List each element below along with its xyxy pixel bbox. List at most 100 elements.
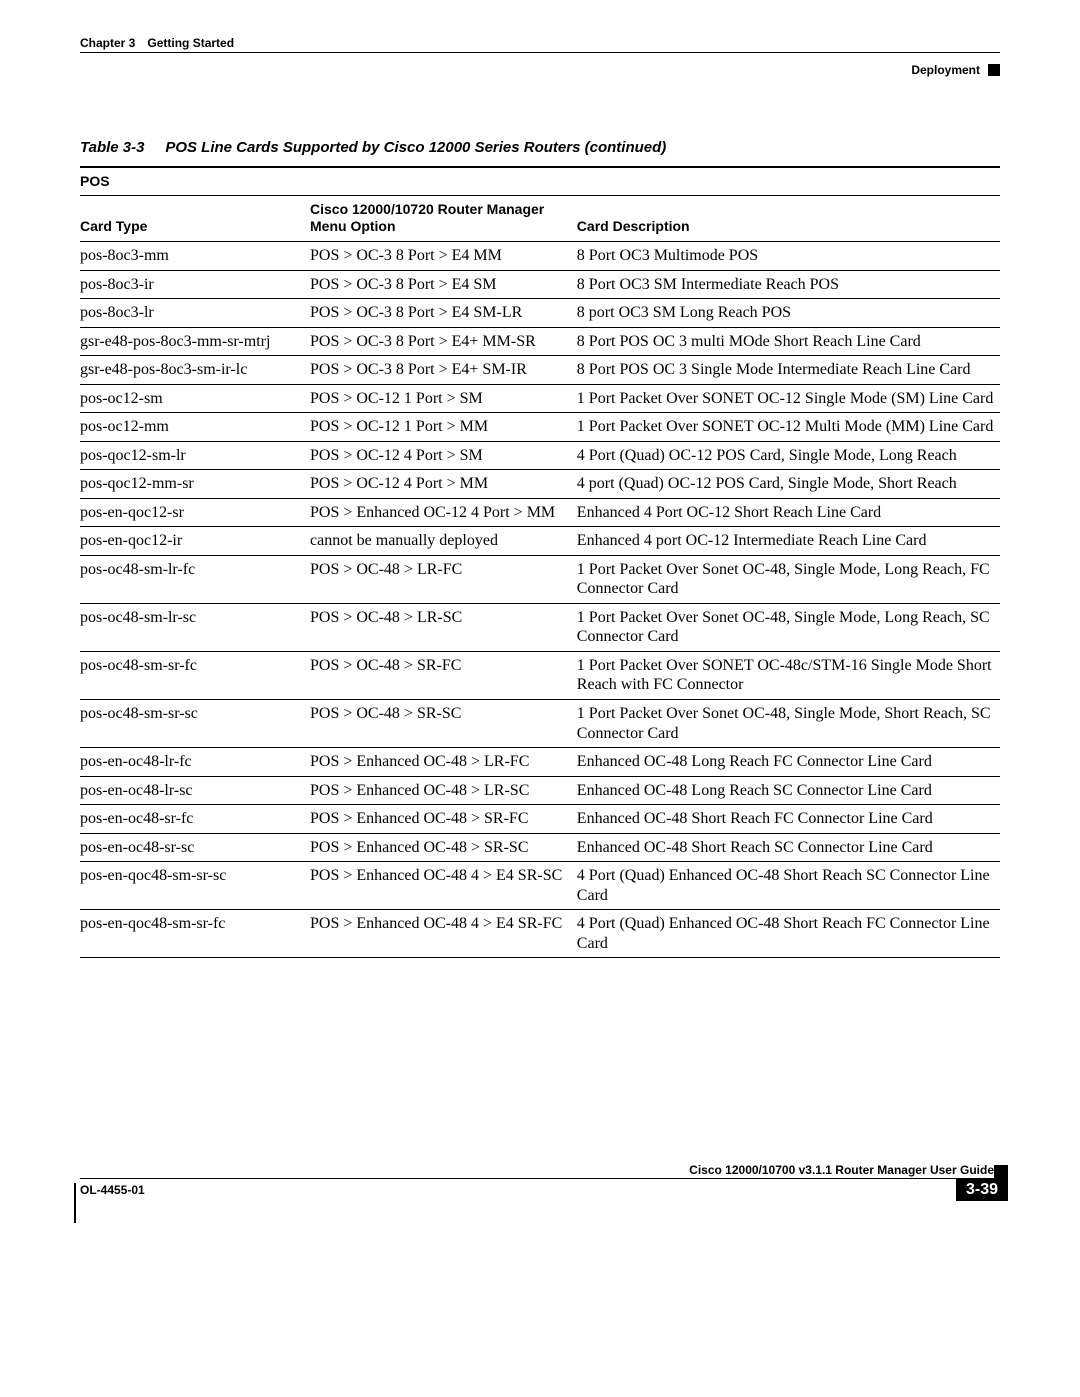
cell-card-type: pos-qoc12-mm-sr xyxy=(80,470,310,499)
cell-card-type: pos-en-qoc48-sm-sr-fc xyxy=(80,910,310,958)
cell-card-description: Enhanced OC-48 Long Reach SC Connector L… xyxy=(577,776,1000,805)
section-marker-icon xyxy=(988,64,1000,76)
cell-menu-option: POS > OC-3 8 Port > E4+ SM-IR xyxy=(310,356,577,385)
cell-menu-option: POS > OC-3 8 Port > E4 MM xyxy=(310,242,577,271)
table-row: pos-8oc3-irPOS > OC-3 8 Port > E4 SM8 Po… xyxy=(80,270,1000,299)
table-row: pos-oc12-smPOS > OC-12 1 Port > SM1 Port… xyxy=(80,384,1000,413)
table-row: pos-en-qoc48-sm-sr-fcPOS > Enhanced OC-4… xyxy=(80,910,1000,958)
footer-doc-id: OL-4455-01 xyxy=(80,1179,145,1197)
cell-card-type: pos-en-qoc48-sm-sr-sc xyxy=(80,862,310,910)
cell-card-description: Enhanced OC-48 Short Reach FC Connector … xyxy=(577,805,1000,834)
footer-left-border xyxy=(74,1183,76,1223)
cell-card-description: Enhanced OC-48 Short Reach SC Connector … xyxy=(577,833,1000,862)
page-footer: Cisco 12000/10700 v3.1.1 Router Manager … xyxy=(80,1163,1008,1201)
cell-card-description: 1 Port Packet Over Sonet OC-48, Single M… xyxy=(577,700,1000,748)
cell-menu-option: POS > Enhanced OC-48 4 > E4 SR-FC xyxy=(310,910,577,958)
cell-card-type: pos-oc12-mm xyxy=(80,413,310,442)
col-header-menu-option: Cisco 12000/10720 Router Manager Menu Op… xyxy=(310,196,577,242)
cell-menu-option: POS > OC-48 > SR-FC xyxy=(310,651,577,699)
cell-menu-option: cannot be manually deployed xyxy=(310,527,577,556)
cell-card-description: 1 Port Packet Over Sonet OC-48, Single M… xyxy=(577,555,1000,603)
cell-card-type: pos-8oc3-lr xyxy=(80,299,310,328)
table-row: pos-oc48-sm-sr-scPOS > OC-48 > SR-SC1 Po… xyxy=(80,700,1000,748)
cell-menu-option: POS > OC-3 8 Port > E4 SM-LR xyxy=(310,299,577,328)
table-row: pos-8oc3-mmPOS > OC-3 8 Port > E4 MM8 Po… xyxy=(80,242,1000,271)
footer-guide-title: Cisco 12000/10700 v3.1.1 Router Manager … xyxy=(80,1163,994,1179)
cell-menu-option: POS > Enhanced OC-48 > LR-SC xyxy=(310,776,577,805)
cell-menu-option: POS > Enhanced OC-48 4 > E4 SR-SC xyxy=(310,862,577,910)
table-row: pos-oc48-sm-lr-scPOS > OC-48 > LR-SC1 Po… xyxy=(80,603,1000,651)
cell-menu-option: POS > OC-48 > SR-SC xyxy=(310,700,577,748)
cell-card-type: pos-en-oc48-lr-sc xyxy=(80,776,310,805)
cell-card-type: pos-oc12-sm xyxy=(80,384,310,413)
cell-menu-option: POS > OC-48 > LR-SC xyxy=(310,603,577,651)
cell-card-description: 4 Port (Quad) Enhanced OC-48 Short Reach… xyxy=(577,862,1000,910)
cell-menu-option: POS > Enhanced OC-48 > SR-FC xyxy=(310,805,577,834)
cell-card-type: pos-8oc3-ir xyxy=(80,270,310,299)
cell-card-description: 8 port OC3 SM Long Reach POS xyxy=(577,299,1000,328)
cell-card-type: gsr-e48-pos-8oc3-sm-ir-lc xyxy=(80,356,310,385)
cell-menu-option: POS > Enhanced OC-12 4 Port > MM xyxy=(310,498,577,527)
cell-card-type: pos-en-oc48-sr-fc xyxy=(80,805,310,834)
table-row: pos-en-oc48-sr-scPOS > Enhanced OC-48 > … xyxy=(80,833,1000,862)
cell-card-description: 8 Port POS OC 3 multi MOde Short Reach L… xyxy=(577,327,1000,356)
cell-card-description: 8 Port OC3 Multimode POS xyxy=(577,242,1000,271)
cell-menu-option: POS > OC-3 8 Port > E4+ MM-SR xyxy=(310,327,577,356)
cell-card-description: 4 Port (Quad) OC-12 POS Card, Single Mod… xyxy=(577,441,1000,470)
table-row: pos-en-oc48-lr-scPOS > Enhanced OC-48 > … xyxy=(80,776,1000,805)
cell-card-description: 1 Port Packet Over SONET OC-12 Single Mo… xyxy=(577,384,1000,413)
cell-menu-option: POS > Enhanced OC-48 > LR-FC xyxy=(310,748,577,777)
col-header-menu-option-bottom: Menu Option xyxy=(310,218,396,234)
cell-card-type: pos-qoc12-sm-lr xyxy=(80,441,310,470)
cell-card-description: Enhanced 4 port OC-12 Intermediate Reach… xyxy=(577,527,1000,556)
cell-card-description: Enhanced OC-48 Long Reach FC Connector L… xyxy=(577,748,1000,777)
cell-card-type: gsr-e48-pos-8oc3-mm-sr-mtrj xyxy=(80,327,310,356)
cell-card-type: pos-en-oc48-lr-fc xyxy=(80,748,310,777)
section-title: Deployment xyxy=(911,63,980,77)
running-header: Chapter 3 Getting Started xyxy=(80,36,1000,52)
table-row: pos-oc12-mmPOS > OC-12 1 Port > MM1 Port… xyxy=(80,413,1000,442)
table-row: pos-oc48-sm-sr-fcPOS > OC-48 > SR-FC1 Po… xyxy=(80,651,1000,699)
table-row: pos-en-qoc12-srPOS > Enhanced OC-12 4 Po… xyxy=(80,498,1000,527)
cell-card-description: 8 Port POS OC 3 Single Mode Intermediate… xyxy=(577,356,1000,385)
header-rule xyxy=(80,52,1000,53)
cell-menu-option: POS > OC-3 8 Port > E4 SM xyxy=(310,270,577,299)
cell-card-type: pos-8oc3-mm xyxy=(80,242,310,271)
table-row: pos-qoc12-sm-lrPOS > OC-12 4 Port > SM4 … xyxy=(80,441,1000,470)
cell-menu-option: POS > OC-12 1 Port > SM xyxy=(310,384,577,413)
chapter-number: Chapter 3 xyxy=(80,36,135,50)
table-row: pos-en-qoc48-sm-sr-scPOS > Enhanced OC-4… xyxy=(80,862,1000,910)
cell-menu-option: POS > OC-48 > LR-FC xyxy=(310,555,577,603)
col-header-card-type-text: Card Type xyxy=(80,218,147,234)
cell-menu-option: POS > OC-12 4 Port > MM xyxy=(310,470,577,499)
cell-card-type: pos-en-oc48-sr-sc xyxy=(80,833,310,862)
table-row: pos-en-oc48-lr-fcPOS > Enhanced OC-48 > … xyxy=(80,748,1000,777)
table-group-row: POS xyxy=(80,167,1000,196)
cell-menu-option: POS > OC-12 4 Port > SM xyxy=(310,441,577,470)
col-header-card-description-text: Card Description xyxy=(577,218,690,234)
table-header-row: Card Type Cisco 12000/10720 Router Manag… xyxy=(80,196,1000,242)
pos-line-cards-table: POS Card Type Cisco 12000/10720 Router M… xyxy=(80,166,1000,958)
cell-card-type: pos-oc48-sm-sr-sc xyxy=(80,700,310,748)
cell-card-description: 1 Port Packet Over Sonet OC-48, Single M… xyxy=(577,603,1000,651)
table-caption: Table 3-3 POS Line Cards Supported by Ci… xyxy=(80,139,1000,156)
cell-card-description: 4 port (Quad) OC-12 POS Card, Single Mod… xyxy=(577,470,1000,499)
table-row: gsr-e48-pos-8oc3-mm-sr-mtrjPOS > OC-3 8 … xyxy=(80,327,1000,356)
table-row: pos-oc48-sm-lr-fcPOS > OC-48 > LR-FC1 Po… xyxy=(80,555,1000,603)
col-header-menu-option-top: Cisco 12000/10720 Router Manager xyxy=(310,201,544,217)
cell-menu-option: POS > Enhanced OC-48 > SR-SC xyxy=(310,833,577,862)
cell-card-description: 4 Port (Quad) Enhanced OC-48 Short Reach… xyxy=(577,910,1000,958)
table-row: pos-8oc3-lrPOS > OC-3 8 Port > E4 SM-LR8… xyxy=(80,299,1000,328)
cell-card-description: 1 Port Packet Over SONET OC-48c/STM-16 S… xyxy=(577,651,1000,699)
cell-card-description: 8 Port OC3 SM Intermediate Reach POS xyxy=(577,270,1000,299)
header-right: Deployment xyxy=(80,63,1000,77)
cell-menu-option: POS > OC-12 1 Port > MM xyxy=(310,413,577,442)
header-left: Chapter 3 Getting Started xyxy=(80,36,234,50)
table-title: POS Line Cards Supported by Cisco 12000 … xyxy=(165,139,666,156)
cell-card-type: pos-oc48-sm-sr-fc xyxy=(80,651,310,699)
cell-card-type: pos-oc48-sm-lr-fc xyxy=(80,555,310,603)
cell-card-description: 1 Port Packet Over SONET OC-12 Multi Mod… xyxy=(577,413,1000,442)
table-row: pos-en-oc48-sr-fcPOS > Enhanced OC-48 > … xyxy=(80,805,1000,834)
cell-card-type: pos-en-qoc12-ir xyxy=(80,527,310,556)
table-number: Table 3-3 xyxy=(80,139,144,156)
